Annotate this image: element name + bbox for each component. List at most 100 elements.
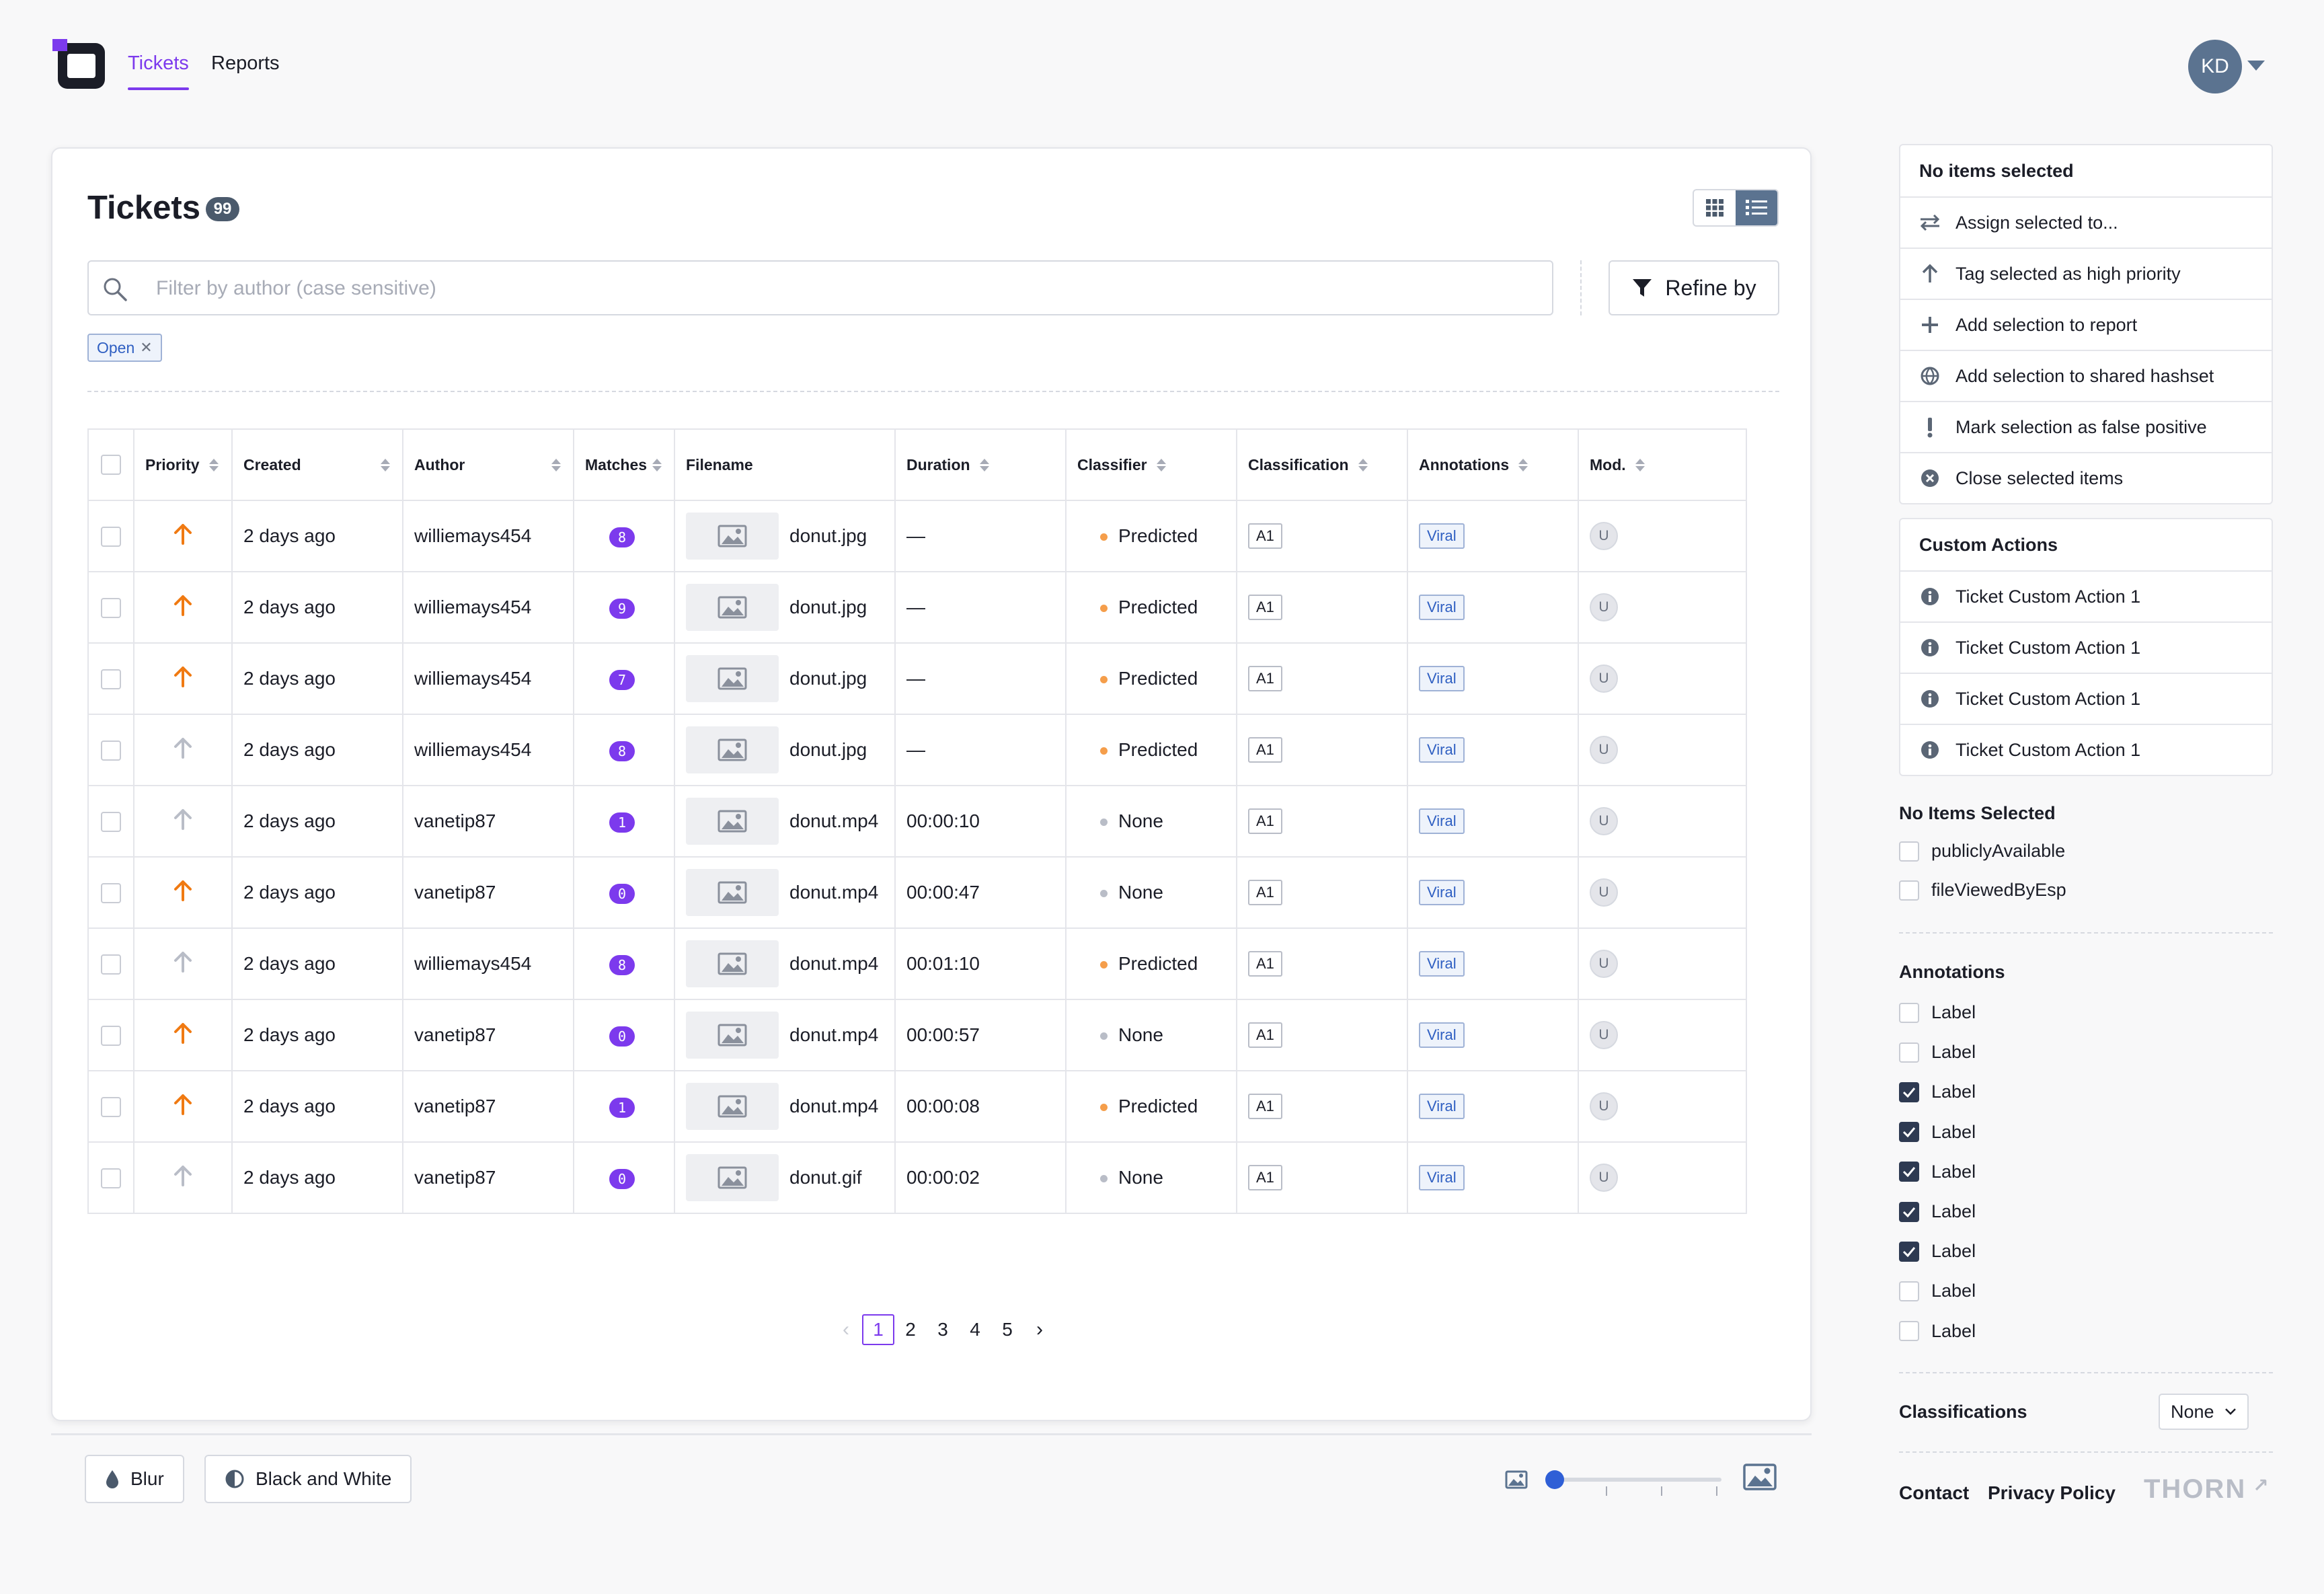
- col-classifier[interactable]: Classifier: [1065, 428, 1237, 501]
- row-checkbox[interactable]: [101, 812, 121, 833]
- next-page-icon[interactable]: ›: [1036, 1318, 1043, 1340]
- thumbnail[interactable]: [686, 584, 779, 631]
- bulk-action-item[interactable]: Add selection to shared hashset: [1900, 350, 2272, 401]
- prev-page-icon[interactable]: ‹: [843, 1318, 849, 1340]
- col-annotations[interactable]: Annotations: [1407, 428, 1579, 501]
- classifications-select[interactable]: None: [2159, 1394, 2249, 1430]
- thumbnail[interactable]: [686, 869, 779, 916]
- table-row[interactable]: 2 days ago williemays454 8 donut.mp4 00:01:1…: [87, 927, 1747, 1000]
- checkbox-option[interactable]: Label: [1899, 1122, 1976, 1143]
- bulk-action-item[interactable]: Add selection to report: [1900, 299, 2272, 350]
- bulk-action-item[interactable]: Tag selected as high priority: [1900, 248, 2272, 299]
- custom-action-item[interactable]: Ticket Custom Action 1: [1900, 673, 2272, 724]
- thumbnail[interactable]: [686, 798, 779, 845]
- thumbnail[interactable]: [686, 655, 779, 702]
- chevron-down-icon[interactable]: [2247, 61, 2265, 71]
- privacy-policy-link[interactable]: Privacy Policy: [1988, 1482, 2116, 1503]
- bulk-action-item[interactable]: Mark selection as false positive: [1900, 401, 2272, 452]
- sort-icon[interactable]: [1635, 458, 1645, 471]
- row-checkbox[interactable]: [101, 669, 121, 690]
- sort-icon[interactable]: [979, 458, 989, 471]
- col-classification[interactable]: Classification: [1236, 428, 1408, 501]
- bulk-action-item[interactable]: Close selected items: [1900, 452, 2272, 503]
- thumbnail-size-slider[interactable]: [1553, 1478, 1721, 1482]
- table-row[interactable]: 2 days ago vanetip87 0 donut.mp4 00:00:57 Non…: [87, 999, 1747, 1071]
- checkbox[interactable]: [1899, 1002, 1919, 1023]
- page-1[interactable]: 1: [862, 1314, 894, 1345]
- blur-button[interactable]: Blur: [85, 1455, 184, 1503]
- list-view-button[interactable]: [1736, 190, 1777, 225]
- filter-chip-open[interactable]: Open ✕: [87, 334, 162, 362]
- col-duration[interactable]: Duration: [894, 428, 1067, 501]
- page-2[interactable]: 2: [905, 1319, 916, 1340]
- checkbox-option[interactable]: Label: [1899, 1002, 1976, 1023]
- checkbox-option[interactable]: Label: [1899, 1162, 1976, 1182]
- sort-icon[interactable]: [1358, 458, 1368, 471]
- custom-action-item[interactable]: Ticket Custom Action 1: [1900, 570, 2272, 621]
- row-checkbox[interactable]: [101, 883, 121, 904]
- sort-icon[interactable]: [208, 458, 219, 471]
- checkbox[interactable]: [1899, 880, 1919, 901]
- col-priority[interactable]: Priority: [133, 428, 233, 501]
- select-all-checkbox[interactable]: [101, 455, 121, 475]
- row-checkbox[interactable]: [101, 1026, 121, 1047]
- thumbnail[interactable]: [686, 1012, 779, 1059]
- user-avatar[interactable]: KD: [2188, 40, 2242, 93]
- checkbox-option[interactable]: fileViewedByEsp: [1899, 880, 2066, 901]
- slider-handle[interactable]: [1545, 1470, 1564, 1489]
- close-icon[interactable]: ✕: [140, 339, 153, 356]
- checkbox-option[interactable]: Label: [1899, 1281, 1976, 1301]
- thumbnail[interactable]: [686, 1154, 779, 1201]
- checkbox-option[interactable]: publiclyAvailable: [1899, 841, 2065, 862]
- table-row[interactable]: 2 days ago williemays454 7 donut.jpg — Predic…: [87, 642, 1747, 715]
- row-checkbox[interactable]: [101, 527, 121, 547]
- thumbnail[interactable]: [686, 726, 779, 773]
- sort-icon[interactable]: [1156, 458, 1166, 471]
- custom-action-item[interactable]: Ticket Custom Action 1: [1900, 724, 2272, 775]
- row-checkbox[interactable]: [101, 598, 121, 619]
- row-checkbox[interactable]: [101, 1097, 121, 1118]
- grid-view-button[interactable]: [1694, 190, 1736, 225]
- table-row[interactable]: 2 days ago vanetip87 1 donut.mp4 00:00:10 Non…: [87, 785, 1747, 858]
- col-mod[interactable]: Mod.: [1578, 428, 1747, 501]
- sort-icon[interactable]: [1518, 458, 1528, 471]
- page-5[interactable]: 5: [1002, 1319, 1013, 1340]
- contact-link[interactable]: Contact: [1899, 1482, 1970, 1503]
- row-checkbox[interactable]: [101, 741, 121, 761]
- checkbox[interactable]: [1899, 1162, 1919, 1182]
- page-4[interactable]: 4: [970, 1319, 980, 1340]
- col-matches[interactable]: Matches: [573, 428, 675, 501]
- col-created[interactable]: Created: [231, 428, 403, 501]
- sort-icon[interactable]: [652, 458, 662, 471]
- sort-icon[interactable]: [551, 458, 561, 471]
- refine-by-button[interactable]: Refine by: [1609, 260, 1779, 315]
- checkbox-option[interactable]: Label: [1899, 1321, 1976, 1342]
- checkbox[interactable]: [1899, 1081, 1919, 1102]
- tab-reports[interactable]: Reports: [211, 52, 280, 74]
- custom-action-item[interactable]: Ticket Custom Action 1: [1900, 621, 2272, 673]
- page-3[interactable]: 3: [937, 1319, 948, 1340]
- checkbox-option[interactable]: Label: [1899, 1201, 1976, 1222]
- table-row[interactable]: 2 days ago williemays454 8 donut.jpg — Predic…: [87, 500, 1747, 572]
- sort-icon[interactable]: [381, 458, 390, 471]
- checkbox-option[interactable]: Label: [1899, 1081, 1976, 1102]
- table-row[interactable]: 2 days ago williemays454 9 donut.jpg — Predic…: [87, 571, 1747, 644]
- table-row[interactable]: 2 days ago vanetip87 1 donut.mp4 00:00:08 Pre…: [87, 1070, 1747, 1143]
- bulk-action-item[interactable]: Assign selected to...: [1900, 196, 2272, 248]
- checkbox[interactable]: [1899, 841, 1919, 862]
- row-checkbox[interactable]: [101, 954, 121, 975]
- checkbox[interactable]: [1899, 1122, 1919, 1143]
- table-row[interactable]: 2 days ago williemays454 8 donut.jpg — Predic…: [87, 714, 1747, 786]
- thumbnail[interactable]: [686, 513, 779, 560]
- checkbox[interactable]: [1899, 1042, 1919, 1063]
- checkbox[interactable]: [1899, 1321, 1919, 1342]
- checkbox[interactable]: [1899, 1241, 1919, 1262]
- thumbnail[interactable]: [686, 940, 779, 987]
- col-author[interactable]: Author: [402, 428, 574, 501]
- checkbox-option[interactable]: Label: [1899, 1241, 1976, 1262]
- table-row[interactable]: 2 days ago vanetip87 0 donut.gif 00:00:02 Non…: [87, 1141, 1747, 1214]
- checkbox-option[interactable]: Label: [1899, 1042, 1976, 1063]
- tab-tickets[interactable]: Tickets: [128, 52, 189, 90]
- app-logo[interactable]: [51, 39, 108, 91]
- checkbox[interactable]: [1899, 1281, 1919, 1301]
